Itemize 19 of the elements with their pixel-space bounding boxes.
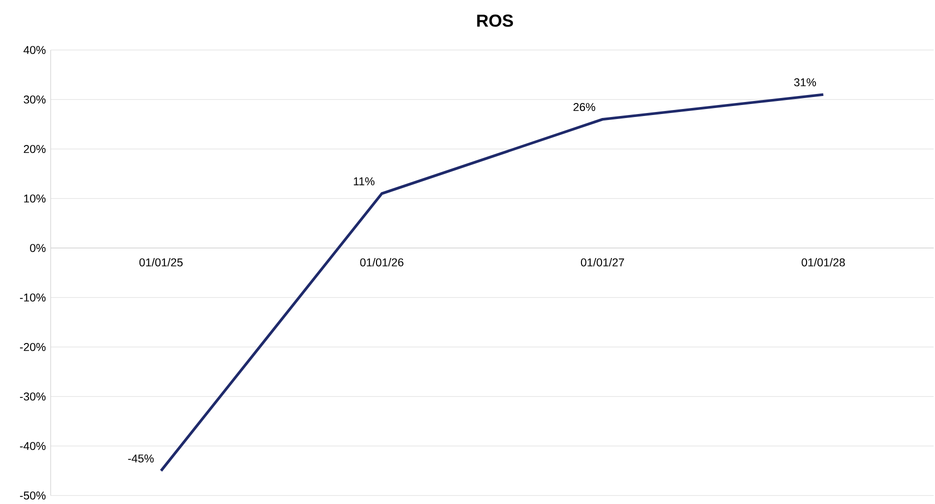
x-tick-label: 01/01/28 [802,258,845,266]
data-label: -45% [128,454,154,462]
data-label: 26% [573,103,596,112]
chart-title: ROS [477,14,513,27]
y-tick-label: 10% [24,194,46,203]
data-label: 11% [354,177,374,186]
y-tick-label: 40% [24,46,46,54]
x-tick-label: 01/01/26 [360,258,404,266]
y-tick-label: 0% [30,244,46,252]
x-tick-label: 01/01/27 [580,258,624,266]
x-tick-label: 01/01/25 [139,258,183,266]
data-label: 31% [794,78,816,86]
y-tick-label: -30% [20,392,46,401]
y-tick-label: -50% [20,492,46,500]
y-tick-label: 20% [24,145,46,154]
y-tick-label: 30% [24,96,46,104]
y-tick-label: -20% [20,343,46,352]
y-tick-label: -40% [20,442,46,450]
y-tick-label: -10% [20,294,46,302]
